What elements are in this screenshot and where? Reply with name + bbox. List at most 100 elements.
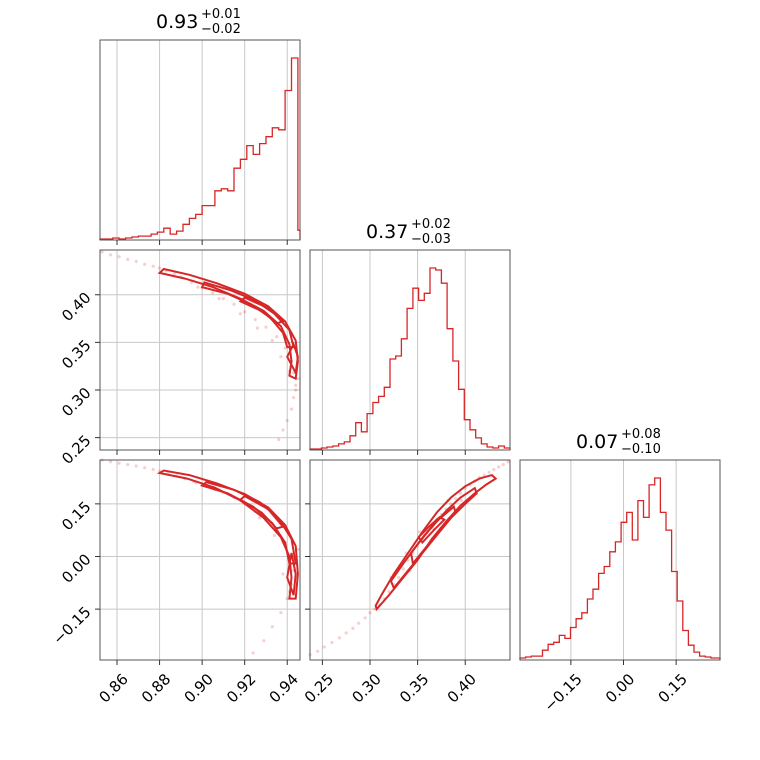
scatter-point: [100, 250, 104, 254]
contour-line: [200, 281, 295, 349]
scatter-point: [275, 335, 279, 339]
y-tick-label: 0.25: [58, 431, 94, 467]
scatter-point: [417, 530, 422, 534]
scatter-point: [151, 264, 155, 268]
x-tick-label: −0.15: [540, 670, 585, 715]
x-tick-label: 0.00: [602, 670, 638, 706]
scatter-point: [387, 590, 391, 594]
scatter-point: [211, 291, 215, 295]
x-tick-label: 0.92: [223, 670, 259, 706]
scatter-point: [506, 460, 510, 464]
y-tick-label: 0.00: [58, 550, 94, 586]
scatter-point: [134, 464, 138, 468]
scatter-point: [117, 255, 121, 259]
title-median: 0.07: [576, 431, 618, 453]
scatter-point: [264, 325, 268, 329]
scatter-point: [279, 611, 283, 615]
y-tick-label: 0.30: [58, 384, 94, 420]
scatter-point: [270, 625, 274, 629]
scatter-point: [251, 651, 255, 655]
y-tick-label: −0.15: [49, 603, 94, 648]
title-minus: −0.03: [411, 232, 451, 247]
scatter-point: [294, 388, 298, 392]
scatter-point: [253, 317, 257, 322]
scatter-point: [330, 640, 334, 645]
scatter-point: [289, 407, 294, 411]
scatter-point: [158, 266, 162, 270]
scatter-point: [126, 257, 130, 262]
scatter-point: [285, 418, 289, 423]
x-tick-label: 0.35: [396, 670, 432, 706]
scatter-point: [337, 636, 342, 640]
contour-line: [409, 504, 457, 566]
scatter-point: [401, 567, 405, 571]
histogram-0: [99, 57, 301, 240]
scatter-point: [316, 649, 320, 653]
histogram-2: [519, 477, 721, 660]
scatter-point: [344, 631, 348, 635]
scatter-point: [285, 597, 289, 601]
panel-frame-2-0: [99, 459, 301, 661]
scatter-point: [482, 473, 486, 477]
title-median: 0.93: [156, 11, 198, 33]
scatter-point: [459, 498, 463, 502]
scatter-point: [357, 621, 361, 625]
y-tick-label: 0.35: [58, 336, 94, 372]
panel-frame-2-2: [519, 459, 721, 661]
panel-frame-1-0: [99, 249, 301, 451]
grid-layer: [100, 40, 677, 660]
contour-line: [417, 515, 446, 545]
title-plus: +0.08: [621, 427, 661, 442]
scatter-point: [397, 575, 401, 580]
scatter-point: [292, 396, 296, 400]
panel-frame-1-1: [309, 249, 511, 451]
scatter-point: [243, 310, 247, 314]
scatter-point: [458, 491, 463, 495]
y-tick-label: 0.40: [58, 289, 94, 325]
title-minus: −0.02: [201, 22, 241, 37]
scatter-point: [296, 377, 300, 381]
title-plus: +0.01: [201, 7, 241, 22]
x-tick-label: 0.40: [444, 670, 480, 706]
scatter-point: [143, 466, 147, 470]
scatter-point: [454, 497, 458, 501]
panel-title-0: 0.93 +0.01−0.02: [156, 7, 241, 37]
x-tick-label: 0.94: [266, 670, 302, 706]
scatter-point: [279, 355, 283, 359]
scatter-point: [351, 626, 355, 631]
y-tick-label: 0.15: [58, 498, 94, 534]
contour-line: [286, 552, 297, 596]
contour-line: [200, 480, 297, 565]
scatter-point: [281, 572, 285, 576]
x-tick-label: 0.25: [301, 670, 337, 706]
scatter-point: [217, 297, 221, 301]
panel-title-2: 0.07 +0.08−0.10: [576, 427, 661, 457]
contour-line: [286, 341, 299, 377]
scatter-point: [272, 533, 277, 538]
panel-title-1: 0.37 +0.02−0.03: [366, 217, 451, 247]
scatter-point: [172, 272, 177, 276]
panel-frame-2-1: [309, 459, 511, 661]
scatter-point: [281, 428, 285, 432]
scatter-point: [501, 463, 505, 467]
title-plus: +0.02: [411, 217, 451, 232]
scatter-point: [109, 460, 113, 464]
scatter-point: [117, 461, 121, 465]
scatter-point: [368, 611, 372, 615]
scatter-point: [322, 645, 326, 649]
x-tick-label: 0.90: [181, 670, 217, 706]
scatter-point: [151, 467, 155, 472]
scatter-point: [143, 262, 147, 266]
scatter-point: [134, 259, 138, 263]
panel-frame-0-0: [99, 39, 301, 241]
scatter-point: [277, 437, 281, 442]
x-tick-label: 0.30: [348, 670, 384, 706]
scatter-point: [492, 467, 496, 472]
scatter-point: [294, 383, 298, 387]
scatter-point: [487, 470, 491, 474]
frame-layer: [95, 39, 721, 665]
contour-line: [156, 469, 299, 600]
scatter-point: [126, 463, 130, 467]
title-median: 0.37: [366, 221, 408, 243]
scatter-point: [238, 312, 242, 316]
